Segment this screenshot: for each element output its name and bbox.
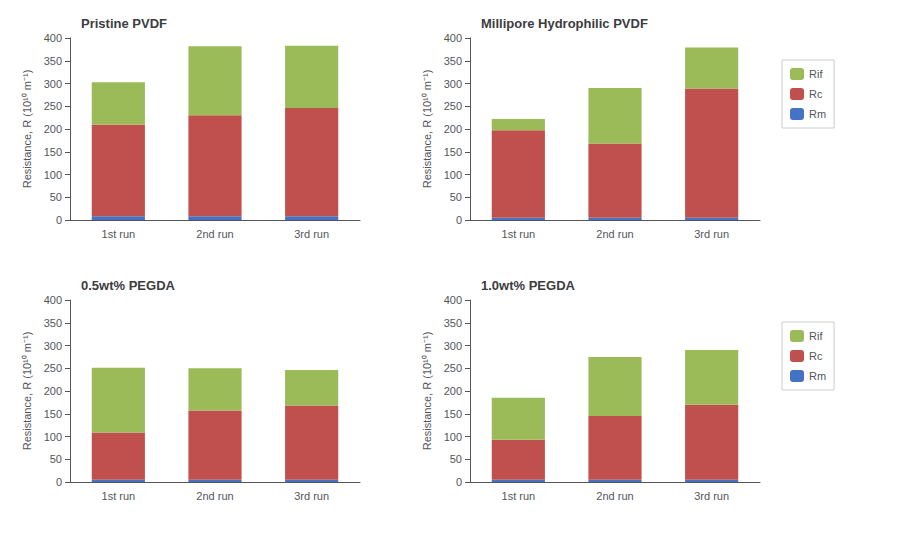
svg-text:200: 200 [44, 385, 62, 397]
svg-text:1st run: 1st run [102, 228, 136, 240]
svg-text:50: 50 [50, 191, 62, 203]
svg-text:100: 100 [44, 169, 62, 181]
svg-text:Pristine PVDF: Pristine PVDF [81, 16, 167, 31]
svg-text:350: 350 [444, 317, 462, 329]
svg-text:3rd run: 3rd run [694, 490, 729, 502]
svg-text:100: 100 [44, 431, 62, 443]
svg-text:Rm: Rm [809, 370, 826, 382]
svg-text:200: 200 [444, 123, 462, 135]
svg-text:250: 250 [444, 362, 462, 374]
svg-text:0: 0 [56, 214, 62, 226]
svg-text:3rd run: 3rd run [694, 228, 729, 240]
svg-text:150: 150 [44, 408, 62, 420]
svg-text:2nd run: 2nd run [196, 228, 233, 240]
svg-text:100: 100 [444, 169, 462, 181]
svg-text:200: 200 [444, 385, 462, 397]
svg-text:3rd run: 3rd run [294, 490, 329, 502]
svg-text:50: 50 [450, 191, 462, 203]
svg-text:400: 400 [44, 32, 62, 44]
svg-text:Resistance, R (10¹⁰ m⁻¹): Resistance, R (10¹⁰ m⁻¹) [21, 70, 33, 189]
svg-text:150: 150 [44, 146, 62, 158]
svg-text:350: 350 [44, 317, 62, 329]
svg-text:250: 250 [44, 362, 62, 374]
svg-text:0: 0 [456, 476, 462, 488]
svg-text:Rif: Rif [809, 68, 823, 80]
svg-text:250: 250 [444, 100, 462, 112]
svg-text:Millipore Hydrophilic PVDF: Millipore Hydrophilic PVDF [481, 16, 648, 31]
svg-text:100: 100 [444, 431, 462, 443]
svg-text:250: 250 [44, 100, 62, 112]
svg-text:300: 300 [444, 78, 462, 90]
svg-text:Resistance, R (10¹⁰ m⁻¹): Resistance, R (10¹⁰ m⁻¹) [421, 332, 433, 451]
svg-text:Rc: Rc [809, 350, 823, 362]
svg-text:3rd run: 3rd run [294, 228, 329, 240]
svg-text:350: 350 [44, 55, 62, 67]
svg-text:Resistance, R (10¹⁰ m⁻¹): Resistance, R (10¹⁰ m⁻¹) [21, 332, 33, 451]
svg-text:200: 200 [44, 123, 62, 135]
svg-text:400: 400 [444, 294, 462, 306]
svg-text:50: 50 [450, 453, 462, 465]
svg-text:400: 400 [444, 32, 462, 44]
svg-text:2nd run: 2nd run [196, 490, 233, 502]
svg-text:Rc: Rc [809, 88, 823, 100]
svg-text:Rif: Rif [809, 330, 823, 342]
svg-text:0.5wt% PEGDA: 0.5wt% PEGDA [81, 278, 176, 293]
svg-text:0: 0 [456, 214, 462, 226]
svg-text:2nd run: 2nd run [596, 228, 633, 240]
svg-text:300: 300 [44, 78, 62, 90]
svg-text:Resistance, R (10¹⁰ m⁻¹): Resistance, R (10¹⁰ m⁻¹) [421, 70, 433, 189]
svg-text:150: 150 [444, 146, 462, 158]
svg-text:1.0wt% PEGDA: 1.0wt% PEGDA [481, 278, 576, 293]
svg-text:150: 150 [444, 408, 462, 420]
svg-text:300: 300 [444, 340, 462, 352]
svg-text:400: 400 [44, 294, 62, 306]
svg-text:Rm: Rm [809, 108, 826, 120]
svg-text:1st run: 1st run [502, 490, 536, 502]
svg-text:1st run: 1st run [502, 228, 536, 240]
svg-text:2nd run: 2nd run [596, 490, 633, 502]
svg-text:350: 350 [444, 55, 462, 67]
svg-text:0: 0 [56, 476, 62, 488]
svg-text:1st run: 1st run [102, 490, 136, 502]
svg-text:300: 300 [44, 340, 62, 352]
svg-text:50: 50 [50, 453, 62, 465]
